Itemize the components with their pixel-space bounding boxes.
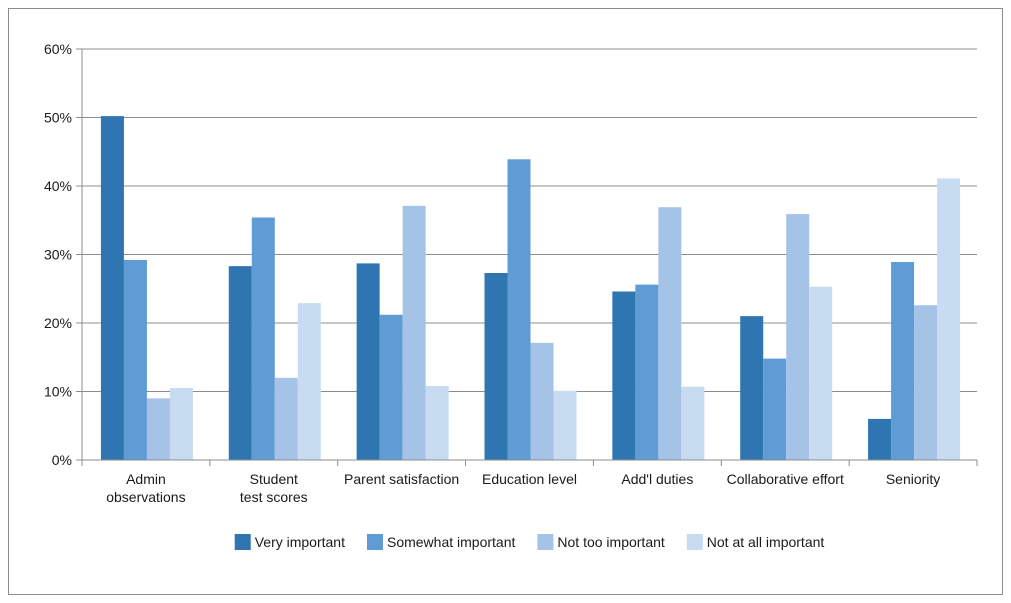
legend-swatch xyxy=(234,534,251,550)
x-tick-label-line: Add'l duties xyxy=(621,471,693,487)
bar xyxy=(146,398,170,460)
bar xyxy=(379,314,403,460)
y-tick-label: 40% xyxy=(44,178,72,194)
y-tick-label: 10% xyxy=(44,384,72,400)
legend-label: Very important xyxy=(255,534,345,550)
bar xyxy=(553,390,577,460)
x-tick-label-line: Student xyxy=(250,471,298,487)
bar xyxy=(169,388,193,460)
bar xyxy=(251,217,275,460)
bar xyxy=(123,259,147,460)
y-tick-label: 30% xyxy=(44,247,72,263)
bar xyxy=(891,262,915,460)
x-tick-label-line: Collaborative effort xyxy=(727,471,844,487)
y-tick-label: 50% xyxy=(44,110,72,126)
legend-swatch xyxy=(537,534,554,550)
bar xyxy=(530,342,554,460)
bar xyxy=(507,159,531,460)
x-tick-label: Education level xyxy=(482,471,577,487)
legend-label: Not at all important xyxy=(707,534,825,550)
y-tick-labels: 0% 10% 20% 30% 40% 50% 60% xyxy=(44,41,72,468)
bar xyxy=(937,178,961,460)
legend-label: Not too important xyxy=(557,534,664,550)
bar xyxy=(635,284,659,460)
bar xyxy=(356,263,380,460)
x-tick-label: Student test scores xyxy=(240,471,308,505)
x-tick-label: Admin observations xyxy=(106,471,185,505)
legend-swatch xyxy=(686,534,703,550)
x-tick-label-line: Education level xyxy=(482,471,577,487)
axes xyxy=(76,48,978,466)
bar xyxy=(868,418,892,460)
bar xyxy=(425,386,449,460)
x-tick-label: Add'l duties xyxy=(621,471,693,487)
x-tick-label-line: observations xyxy=(106,489,185,505)
bar xyxy=(297,303,321,460)
bar xyxy=(228,266,252,460)
y-tick-label: 20% xyxy=(44,315,72,331)
bar xyxy=(484,272,508,460)
x-tick-label-line: Parent satisfaction xyxy=(344,471,459,487)
bar xyxy=(763,358,787,460)
bar xyxy=(402,205,426,460)
x-tick-label-line: Admin xyxy=(126,471,166,487)
bar xyxy=(658,207,682,460)
bar xyxy=(809,286,833,460)
legend: Very important Somewhat important Not too … xyxy=(234,534,825,550)
bars xyxy=(100,116,961,460)
legend-label: Somewhat important xyxy=(387,534,516,550)
x-tick-labels: Admin observations Student test scores Paren… xyxy=(106,471,940,505)
x-tick-label-line: test scores xyxy=(240,489,308,505)
bar xyxy=(681,386,705,460)
bar xyxy=(740,316,764,460)
x-tick-label-line: Seniority xyxy=(886,471,940,487)
bar xyxy=(914,305,938,460)
bar xyxy=(612,291,636,460)
legend-swatch xyxy=(366,534,383,550)
y-tick-label: 0% xyxy=(52,452,72,468)
bar xyxy=(274,377,298,460)
y-tick-label: 60% xyxy=(44,41,72,57)
x-tick-label: Seniority xyxy=(886,471,940,487)
bar xyxy=(786,214,810,460)
x-tick-label: Collaborative effort xyxy=(727,471,844,487)
x-tick-label: Parent satisfaction xyxy=(344,471,459,487)
bar xyxy=(100,116,124,460)
